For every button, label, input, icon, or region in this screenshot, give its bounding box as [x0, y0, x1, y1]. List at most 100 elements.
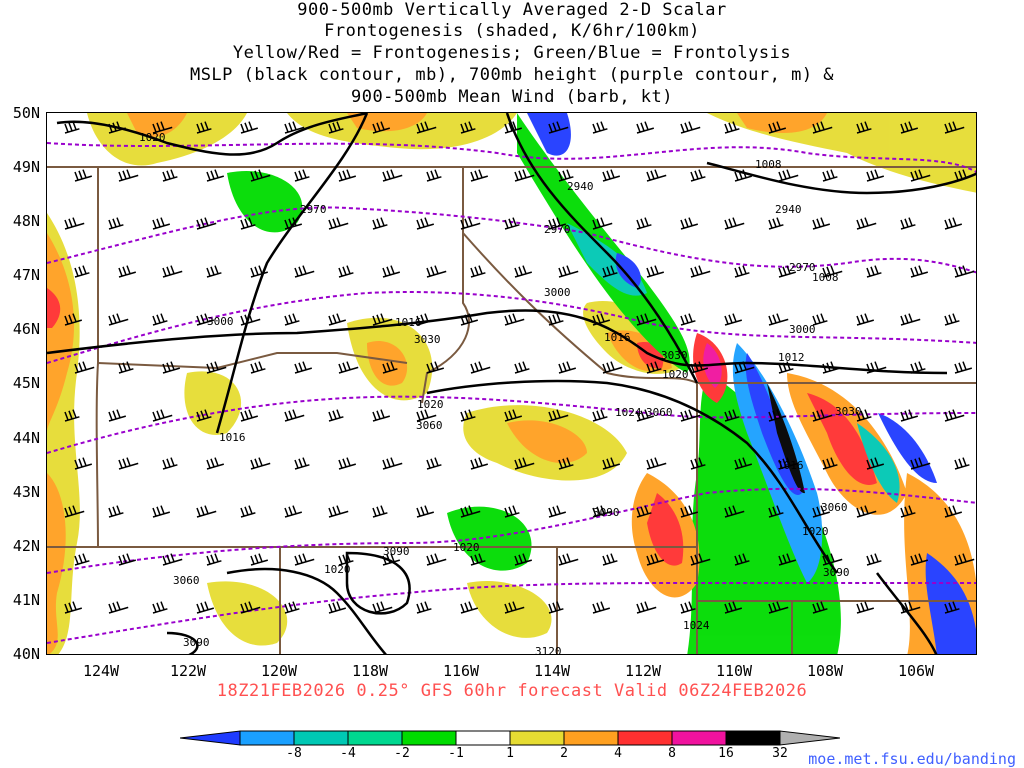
wind-barb [602, 457, 621, 470]
wind-barb [338, 265, 354, 278]
wind-barb [162, 361, 181, 374]
wind-barb [866, 553, 882, 566]
wind-barb [426, 265, 447, 278]
credit-url[interactable]: moe.met.fsu.edu/banding [808, 750, 1016, 768]
lat-label: 43N [12, 483, 40, 501]
lon-label: 106W [897, 662, 935, 680]
wind-barb [64, 313, 83, 326]
wind-barb [822, 553, 843, 566]
colorbar-tick-label: 4 [614, 746, 622, 761]
mslp-label: 1016 [777, 459, 804, 472]
wind-barb [690, 553, 711, 566]
wind-barb [250, 169, 271, 182]
title-line-5: 900-500mb Mean Wind (barb, kt) [350, 87, 674, 107]
wind-barb [954, 265, 975, 278]
wind-barb [910, 457, 931, 470]
wind-barb [558, 265, 579, 278]
wind-barb [504, 601, 525, 614]
wind-barb [152, 409, 173, 422]
height-label: 3030 [835, 405, 862, 418]
wind-barb [162, 457, 178, 470]
height-label: 3000 [789, 323, 816, 336]
wind-barb [514, 553, 533, 566]
wind-barb [768, 313, 789, 326]
wind-barb [822, 169, 838, 182]
colorbar-tick-label: 2 [560, 746, 568, 761]
wind-barb [74, 553, 90, 566]
wind-barb [206, 361, 227, 374]
wind-barb [592, 121, 608, 134]
wind-barb [338, 553, 354, 566]
wind-barb [822, 457, 838, 470]
wind-barb [910, 553, 929, 566]
wind-barb [690, 265, 711, 278]
wind-barb [856, 409, 872, 422]
wind-barb [460, 313, 479, 326]
wind-barb [382, 361, 398, 374]
wind-barb [206, 265, 222, 278]
wind-barb [602, 265, 618, 278]
wind-barb [284, 601, 300, 614]
colorbar-tick-label: -4 [340, 746, 356, 761]
wind-barb [548, 313, 564, 326]
wind-barb [118, 457, 139, 470]
wind-barb [778, 265, 797, 278]
wind-barb [910, 265, 929, 278]
wind-barb [118, 169, 139, 182]
wind-barb [548, 505, 567, 518]
wind-barb [768, 505, 784, 518]
wind-barb [74, 265, 90, 278]
wind-barb [108, 505, 124, 518]
wind-barb [250, 361, 266, 374]
wind-barb [778, 169, 799, 182]
title-line-3: Yellow/Red = Frontogenesis; Green/Blue =… [232, 43, 792, 63]
height-label: 3000 [207, 315, 234, 328]
wind-barb [250, 265, 269, 278]
wind-barb [724, 313, 743, 326]
mslp-label: 1016 [604, 331, 631, 344]
wind-barb [108, 409, 127, 422]
state-borders [47, 166, 976, 654]
colorbar-arrow-high [779, 730, 840, 746]
wind-barb [294, 457, 310, 470]
wind-barb [118, 553, 137, 566]
colorbar-tick-label: 32 [772, 746, 788, 761]
wind-barb [724, 121, 740, 134]
wind-barb [646, 265, 665, 278]
wind-barb [460, 409, 476, 422]
colorbar-tick-label: -2 [394, 746, 410, 761]
wind-barb [504, 409, 523, 422]
colorbar-tick-label: 8 [668, 746, 676, 761]
wind-barb [240, 409, 259, 422]
wind-barb [646, 361, 662, 374]
wind-barb [592, 505, 613, 518]
wind-barb [74, 169, 93, 182]
wind-barb [636, 601, 657, 614]
height-label: 3060 [416, 419, 443, 432]
wind-barb [602, 553, 618, 566]
mslp-label: 1016 [395, 316, 422, 329]
wind-barb [162, 169, 178, 182]
wind-barb [812, 409, 833, 422]
mslp-label: 1020 [802, 525, 829, 538]
wind-barb [680, 313, 696, 326]
colorbar-swatch [401, 730, 457, 746]
lat-label: 45N [12, 374, 40, 392]
wind-barb [240, 121, 259, 134]
colorbar-tick-label: -1 [448, 746, 464, 761]
mslp-label: 1024 [683, 619, 710, 632]
colorbar-swatch [455, 730, 511, 746]
wind-barbs [64, 121, 975, 614]
wind-barb [734, 361, 755, 374]
wind-barb [558, 457, 574, 470]
wind-barb [328, 409, 344, 422]
wind-barb [460, 217, 481, 230]
wind-barb [944, 121, 965, 134]
wind-barb [470, 361, 491, 374]
wind-barb [284, 121, 305, 134]
height-label: 3090 [183, 636, 210, 649]
wind-barb [724, 505, 745, 518]
wind-barb [372, 601, 393, 614]
wind-barb [910, 361, 926, 374]
lon-label: 112W [624, 662, 662, 680]
